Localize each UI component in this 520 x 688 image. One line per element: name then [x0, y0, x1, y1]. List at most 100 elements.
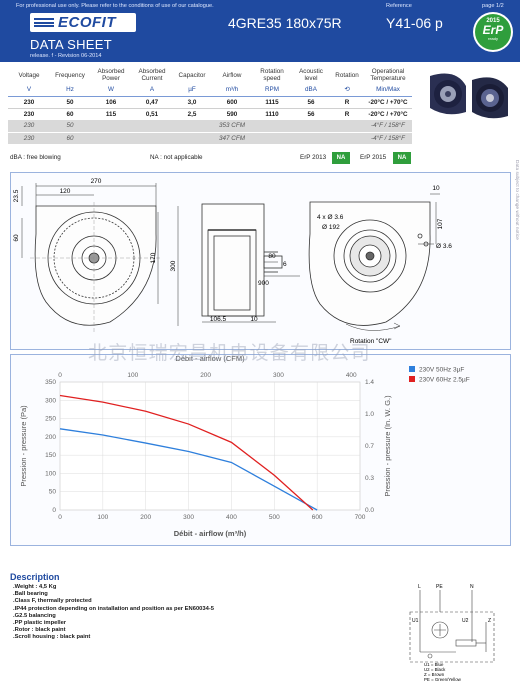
- list-item: .Scroll housing : black paint: [13, 634, 91, 641]
- table-cell: 347 CFM: [212, 132, 252, 144]
- top-tick-label: 300: [273, 372, 284, 379]
- list-item: .G2.5 balancing: [13, 612, 56, 619]
- usage-notice: For professional use only. Please refer …: [16, 3, 214, 9]
- dim-80: 80: [268, 253, 276, 260]
- table-cell: 1115: [252, 96, 292, 109]
- erp-badge-year: 2015: [486, 18, 500, 24]
- table-cell: 600: [212, 96, 252, 109]
- unit-cell: dBA: [292, 84, 330, 97]
- erp2013-label: ErP 2013: [300, 154, 327, 161]
- x-tick-label: 600: [312, 514, 323, 521]
- dim-23-5: 23.5: [13, 189, 20, 202]
- unit-cell: RPM: [252, 84, 292, 97]
- list-item: .IP44 protection depending on installati…: [13, 605, 214, 612]
- table-cell: 115: [105, 110, 117, 118]
- rotation-label: Rotation "CW": [350, 338, 392, 345]
- dim-300: 300: [170, 260, 177, 271]
- wiring-diagram: L PE N U1 U2 Z U1 = Blue U2 = Black Z = …: [409, 584, 495, 682]
- table-row: 230 60 115 0,51 2,5 590 1110 56 R -20°C …: [8, 108, 412, 120]
- top-tick-label: 0: [58, 372, 62, 379]
- reference-number: Y41-06 p: [386, 15, 443, 31]
- dim-270: 270: [91, 178, 102, 185]
- dim-60: 60: [13, 234, 20, 242]
- x-tick-labels: 0 100 200 300 400 500 600 700: [58, 514, 366, 521]
- x-tick-label: 100: [97, 514, 108, 521]
- table-cell: 3,0: [172, 96, 212, 109]
- model-name: 4GRE35 180x75R: [228, 15, 342, 31]
- x-tick-label: 200: [140, 514, 151, 521]
- list-item: .Weight : 4,5 Kg: [13, 584, 57, 590]
- col-header: Rotation speed: [260, 68, 284, 82]
- side-disclaimer: Data subject to change without notice: [514, 160, 519, 240]
- table-cell: 230: [23, 110, 35, 118]
- product-photo: [426, 66, 512, 124]
- table-cell: 56: [307, 110, 315, 118]
- top-tick-labels: 0 100 200 300 400: [58, 372, 357, 379]
- col-header: Operational Temperature: [370, 68, 406, 82]
- plot-area: [59, 381, 361, 511]
- y-tick-label: 50: [49, 489, 57, 496]
- erp2015-label: ErP 2015: [360, 154, 387, 161]
- table-cell: 50: [50, 120, 90, 133]
- erp-ready-badge: 2015 ErP ready: [473, 12, 513, 52]
- page-number: page 1/2: [482, 3, 504, 9]
- table-cell: 56: [292, 96, 330, 109]
- unit-cell: µF: [172, 84, 212, 97]
- y-tick-label: 150: [45, 452, 56, 459]
- unit-cell: W: [90, 84, 132, 97]
- y2-tick-label: 0.3: [365, 475, 374, 482]
- top-tick-label: 200: [200, 372, 211, 379]
- description-title: Description: [10, 572, 60, 582]
- dim-10-bottom: 10: [250, 316, 258, 323]
- dim-10-top: 10: [432, 185, 440, 192]
- series-line-50hz: [59, 428, 318, 511]
- col-header: Capacitor: [178, 71, 206, 79]
- imperial-row: 230 60 347 CFM -4°F / 158°F: [8, 132, 412, 144]
- y-tick-label: 250: [45, 416, 56, 423]
- top-axis-label: Débit - airflow (CFM): [175, 354, 245, 363]
- table-cell: -20°C / +70°C: [368, 110, 408, 118]
- y-tick-label: 300: [45, 397, 56, 404]
- logo-stripes-icon: [34, 18, 54, 27]
- x-tick-label: 0: [58, 514, 62, 521]
- doc-title: DATA SHEET: [30, 37, 112, 52]
- unit-cell: Min/Max: [364, 84, 412, 97]
- spec-header-row: Voltage Frequency Absorbed Power Absorbe…: [8, 66, 412, 84]
- footnote-na: NA : not applicable: [150, 154, 203, 161]
- unit-cell: Hz: [50, 84, 90, 97]
- table-cell: 0,51: [145, 110, 159, 118]
- dim-6: 6: [283, 261, 287, 268]
- y-axis-label: Pression - pressure (Pa): [19, 405, 28, 487]
- y-tick-label: 200: [45, 434, 56, 441]
- table-cell: 2,5: [187, 110, 197, 118]
- logo-text: ECOFIT: [58, 14, 116, 31]
- table-cell: 590: [226, 110, 238, 118]
- list-item: .Rotor : black paint: [13, 627, 66, 634]
- col-header: Frequency: [55, 71, 85, 79]
- chart-grid: [59, 381, 361, 511]
- description-list: .Weight : 4,5 Kg .Ball bearing .Class F,…: [13, 584, 214, 642]
- y2-tick-labels: 0.0 0.3 0.7 1.0 1.4: [365, 379, 374, 514]
- dim-106-5: 106.5: [210, 316, 227, 323]
- top-tick-label: 400: [346, 372, 357, 379]
- x-tick-label: 500: [269, 514, 280, 521]
- wire-u1: U1: [412, 618, 419, 624]
- dim-900: 900: [258, 280, 269, 287]
- dim-170: 170: [150, 252, 157, 263]
- table-cell: 0,47: [132, 96, 172, 109]
- table-cell: 60: [66, 110, 74, 118]
- table-cell: R: [330, 96, 364, 109]
- col-header: Voltage: [18, 71, 40, 79]
- table-cell: 230: [8, 132, 50, 144]
- holes-label: 4 x Ø 3.6: [317, 214, 344, 221]
- col-header: Acoustic level: [299, 68, 323, 82]
- footnote-dba: dBA : free blowing: [10, 154, 61, 161]
- table-cell: 230: [8, 96, 50, 109]
- y-tick-labels: 0 50 100 150 200 250 300 350: [45, 379, 56, 514]
- table-cell: 230: [8, 120, 50, 133]
- table-cell: R: [344, 110, 350, 118]
- release-info: release. f - Revision 06-2014: [30, 53, 102, 59]
- table-cell: 353 CFM: [212, 120, 252, 133]
- legend-swatch-60hz: [409, 376, 415, 382]
- legend-label-50hz: 230V 50Hz 3µF: [419, 367, 464, 374]
